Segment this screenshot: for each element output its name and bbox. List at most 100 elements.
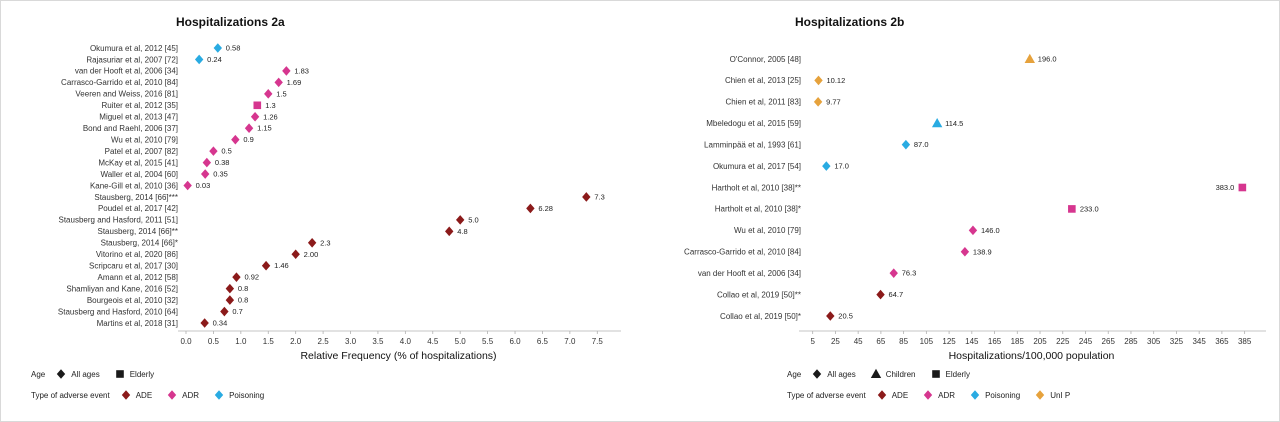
legend-item: Poisoning [969,389,1020,401]
diamond-icon-glyph [1036,390,1045,400]
x-tick-label: 3.0 [345,337,357,346]
data-point-marker [231,134,240,145]
data-point-marker [244,123,254,134]
study-label: Bond and Raehl, 2006 [37] [83,124,178,133]
legend-item-label: All ages [71,369,100,379]
legend-row-age: Age All ages Elderly [31,368,641,380]
data-point-marker [200,169,210,179]
value-label: 0.35 [213,170,228,179]
study-label: Stausberg, 2014 [66]** [97,227,178,236]
data-point-marker [960,246,970,257]
diamond-icon [813,369,822,379]
value-label: 1.46 [274,261,289,270]
legend-item-label: Poisoning [229,390,265,400]
x-tick-label: 0.0 [180,337,192,346]
chart-canvas: 5 25 45 65 85 105 125 145 165 185 205 225 245 265 285 3… [684,53,1266,362]
legend-item: All ages [811,368,856,380]
chart-legend-2a: Age All ages Elderly Type of adverse event A… [31,368,641,401]
diamond-icon-glyph [214,390,224,400]
data-point-marker [261,260,271,271]
legend-item: Elderly [930,368,970,380]
data-point-marker [194,54,204,65]
data-point-marker [1068,205,1076,213]
x-tick-label: 3.5 [372,337,384,346]
x-tick-label: 7.5 [592,337,604,346]
square-icon-glyph [115,370,124,378]
value-label: 7.3 [594,192,604,201]
data-point-marker [931,118,943,128]
x-tick-label: 2.5 [318,337,330,346]
value-label: 0.34 [213,319,228,328]
chart-canvas: 0.0 0.5 1.0 1.5 2.0 2.5 3.0 3.5 4.0 4.5 5.0 5.5 6.0 6… [58,43,621,362]
diamond-icon-glyph [121,390,130,400]
value-label: 0.8 [238,284,248,293]
study-label: Patel et al, 2007 [82] [105,147,178,156]
study-label: van der Hooft et al, 2006 [34] [698,269,801,278]
legend-row-age: Age All ages Children Elderly [787,368,1275,380]
value-label: 0.24 [207,55,222,64]
x-tick-label: 5.0 [455,337,467,346]
diamond-icon-glyph [167,390,177,400]
data-point-marker [814,75,823,86]
study-label: Waller et al, 2004 [60] [100,170,178,179]
data-point-marker [455,215,465,225]
value-label: 0.92 [244,273,259,282]
data-point-marker [282,66,291,76]
chart-title-2a: Hospitalizations 2a [176,15,285,29]
x-tick-label: 2.0 [290,337,302,346]
legend-row-event-type: Type of adverse event ADE ADR Poisoning UnI … [787,389,1275,401]
x-tick-label: 4.5 [427,337,439,346]
legend-item: UnI P [1034,389,1070,401]
x-tick-label: 0.5 [208,337,220,346]
data-point-marker [291,249,300,260]
value-label: 0.5 [221,147,231,156]
value-label: 2.3 [320,238,330,247]
study-label: Veeren and Weiss, 2016 [81] [75,90,178,99]
diamond-icon-glyph [970,390,980,400]
diamond-icon [923,390,933,400]
diamond-icon [167,390,177,400]
legend-item: All ages [55,368,100,380]
x-tick-label: 245 [1079,337,1093,346]
chart-legend-2b: Age All ages Children Elderly Type of advers… [787,368,1275,401]
x-tick-label: 205 [1033,337,1047,346]
value-label: 1.5 [276,89,286,98]
value-label: 6.28 [538,204,553,213]
study-label: van der Hooft et al, 2006 [34] [75,67,178,76]
study-label: Collao et al, 2019 [50]** [717,290,801,299]
study-label: Wu et al, 2010 [79] [111,135,178,144]
data-point-marker [889,268,898,278]
x-tick-label: 6.5 [537,337,549,346]
study-label: Carrasco-Garrido et al, 2010 [84] [684,248,801,257]
value-label: 0.03 [196,181,211,190]
study-label: Chien et al, 2013 [25] [725,76,801,85]
diamond-icon [1036,390,1045,400]
data-point-marker [526,203,535,214]
value-label: 138.9 [973,247,992,256]
x-tick-label: 165 [988,337,1002,346]
chart-body-2b: 5 25 45 65 85 105 125 145 165 185 205 225 245 265 285 3… [655,13,1275,365]
data-point-marker [813,97,823,107]
value-label: 1.15 [257,124,272,133]
study-label: Shamliyan and Kane, 2016 [52] [66,284,178,293]
study-label: Stausberg, 2014 [66]*** [94,193,178,202]
study-label: Martins et al, 2018 [31] [97,319,178,328]
diamond-icon-glyph [877,390,886,400]
study-label: Okumura et al, 2012 [45] [90,44,178,53]
study-label: Mbeledogu et al, 2015 [59] [706,119,801,128]
study-label: Wu et al, 2010 [79] [734,226,801,235]
value-label: 0.7 [232,307,242,316]
legend-item-label: ADE [891,390,909,400]
data-point-marker [225,283,235,294]
value-label: 0.9 [243,135,253,144]
value-label: 0.8 [238,296,248,305]
data-point-marker [225,295,235,305]
study-label: Kane-Gill et al, 2010 [36] [90,181,178,190]
legend-item-label: UnI P [1050,390,1071,400]
x-tick-label: 265 [1102,337,1116,346]
legend-item: ADE [876,389,908,401]
study-label: Stausberg, 2014 [66]* [101,239,178,248]
x-tick-label: 5 [810,337,815,346]
x-tick-label: 6.0 [509,337,521,346]
